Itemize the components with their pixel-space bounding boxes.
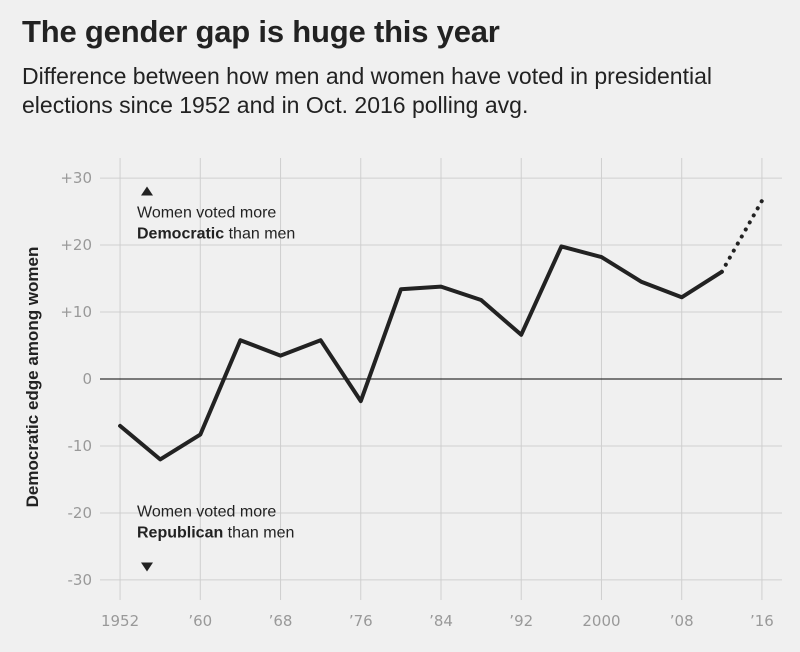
annotation-text: Republican — [137, 525, 223, 542]
x-tick-label: ’16 — [750, 612, 774, 630]
x-tick-label: ’76 — [349, 612, 373, 630]
x-tick-label: ’92 — [509, 612, 533, 630]
annotation-republican: Republican than men — [137, 525, 294, 542]
y-axis-label: Democratic edge among women — [23, 247, 42, 508]
x-tick-label: ’60 — [188, 612, 212, 630]
x-tick-label: 1952 — [101, 612, 139, 630]
annotation-text: Women voted more — [137, 504, 276, 521]
y-tick-label: +20 — [60, 236, 92, 254]
arrow-down-icon — [141, 562, 153, 572]
annotation-democratic: Democratic than men — [137, 225, 295, 242]
annotation-text: than men — [223, 525, 294, 542]
annotation-democratic: Women voted more — [137, 204, 276, 221]
arrow-up-icon — [141, 186, 153, 196]
y-tick-label: -10 — [68, 437, 93, 455]
annotation-text: Democratic — [137, 225, 224, 242]
chart-subtitle: Difference between how men and women hav… — [22, 63, 712, 118]
x-tick-label: ’84 — [429, 612, 453, 630]
chart-title: The gender gap is huge this year — [22, 14, 500, 49]
data-series — [118, 198, 764, 462]
annotation-text: than men — [224, 225, 295, 242]
y-tick-label: +10 — [60, 303, 92, 321]
y-axis-ticks: +30 +20 +10 0 -10 -20 -30 — [60, 169, 92, 589]
x-axis-ticks: 1952 ’60 ’68 ’76 ’84 ’92 2000 ’08 ’16 — [101, 612, 774, 630]
y-tick-label: +30 — [60, 169, 92, 187]
annotation-republican: Women voted more — [137, 504, 276, 521]
x-tick-label: ’08 — [670, 612, 694, 630]
y-tick-label: -20 — [68, 504, 93, 522]
x-tick-label: 2000 — [582, 612, 620, 630]
y-tick-label: -30 — [68, 571, 93, 589]
x-tick-label: ’68 — [269, 612, 293, 630]
annotation-text: Women voted more — [137, 204, 276, 221]
annotations: Women voted more Democratic than men Women… — [137, 186, 295, 572]
gender-gap-line — [118, 244, 724, 462]
y-tick-label: 0 — [82, 370, 92, 388]
poll-average-line — [719, 198, 764, 274]
